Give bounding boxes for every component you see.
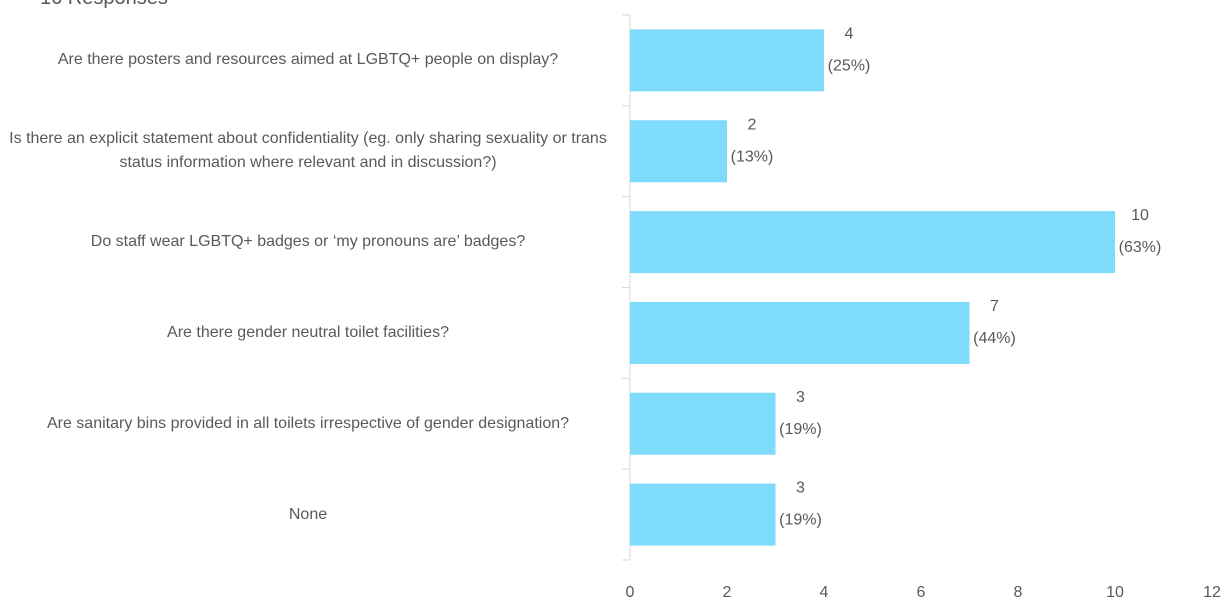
- chart-title: 16 Responses: [40, 0, 168, 9]
- bar: [630, 29, 824, 92]
- percent-label: (19%): [779, 512, 822, 529]
- value-label: 4: [845, 25, 854, 42]
- value-label: 10: [1131, 207, 1149, 224]
- x-tick-label: 10: [1106, 584, 1124, 601]
- value-label: 3: [796, 480, 805, 497]
- x-tick-label: 2: [723, 584, 732, 601]
- bar: [630, 120, 727, 183]
- category-label: None: [288, 505, 328, 523]
- x-tick-label: 6: [917, 584, 926, 601]
- x-tick-label: 12: [1203, 584, 1221, 601]
- x-tick-label: 4: [820, 584, 829, 601]
- category-label: Is there an explicit statement about con…: [9, 130, 607, 172]
- value-label: 7: [990, 298, 999, 315]
- percent-label: (25%): [828, 57, 871, 74]
- bar: [630, 392, 776, 455]
- percent-label: (63%): [1119, 239, 1162, 256]
- bar: [630, 483, 776, 546]
- percent-label: (44%): [973, 330, 1016, 347]
- x-tick-label: 0: [626, 584, 635, 601]
- category-label: Are there posters and resources aimed at…: [57, 51, 559, 69]
- bar: [630, 301, 970, 364]
- bar: [630, 211, 1115, 274]
- x-tick-label: 8: [1014, 584, 1023, 601]
- value-label: 2: [748, 116, 757, 133]
- percent-label: (19%): [779, 421, 822, 438]
- percent-label: (13%): [731, 148, 774, 165]
- category-label: Are sanitary bins provided in all toilet…: [46, 414, 570, 432]
- category-label: Do staff wear LGBTQ+ badges or ‘my prono…: [90, 233, 526, 251]
- category-label: Are there gender neutral toilet faciliti…: [167, 323, 449, 341]
- value-label: 3: [796, 389, 805, 406]
